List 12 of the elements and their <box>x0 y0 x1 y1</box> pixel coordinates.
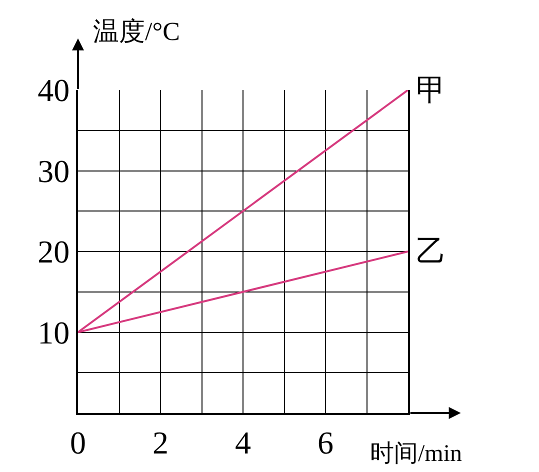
y-axis-title: 温度/°C <box>93 17 180 46</box>
x-tick-label: 4 <box>235 424 251 460</box>
series-label: 甲 <box>416 74 446 107</box>
y-tick-label: 20 <box>38 234 70 270</box>
x-tick-label: 0 <box>70 424 86 460</box>
y-tick-label: 40 <box>38 72 70 108</box>
y-tick-label: 10 <box>38 314 70 350</box>
y-tick-label: 30 <box>38 152 70 189</box>
series-label: 乙 <box>416 235 446 268</box>
x-axis-title: 时间/min <box>370 441 462 467</box>
x-tick-label: 2 <box>152 424 168 460</box>
x-tick-label: 6 <box>318 424 334 460</box>
